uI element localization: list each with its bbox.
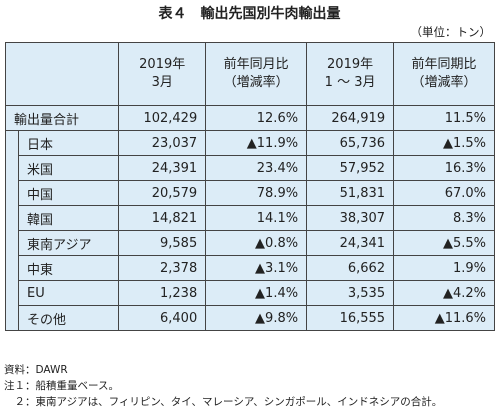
header-line: 1 ～ 3月 [324, 75, 376, 90]
cell: 12.6% [205, 105, 308, 131]
indent-cell [5, 130, 19, 331]
cell: 16,555 [306, 305, 395, 331]
header-line: 2019年 [139, 57, 186, 72]
header-line: （増減率） [411, 75, 477, 90]
cell: 51,831 [306, 180, 395, 206]
cell: 67.0% [393, 180, 495, 206]
cell: 16.3% [393, 155, 495, 181]
column-header: 2019年 3月 [118, 42, 207, 106]
cell: 3,535 [306, 280, 395, 306]
header-line: 2019年 [327, 57, 374, 72]
table: 2019年 3月 前年同月比 （増減率） 2019年 1 ～ 3月 前年同期比 （増減率） 輸出… [4, 42, 495, 331]
cell: 264,919 [306, 105, 395, 131]
cell: 65,736 [306, 130, 395, 156]
cell: 1,238 [118, 280, 207, 306]
title: 表４ 輸出先国別牛肉輸出量 [158, 6, 341, 22]
data-row: EU 1,238 ▲1.4% 3,535 ▲4.2% [6, 280, 495, 306]
note: 注１：船積重量ベース。 [4, 380, 119, 392]
note: ２：東南アジアは、フィリピン、タイ、マレーシア、シンガポール、インドネシアの合計… [4, 396, 443, 408]
header-line: （増減率） [223, 75, 289, 90]
column-header: 2019年 1 ～ 3月 [306, 42, 395, 106]
cell: 24,341 [306, 230, 395, 256]
row-label: 中東 [17, 255, 120, 281]
header-line: 3月 [151, 75, 173, 90]
cell: 14.1% [205, 205, 308, 231]
unit: （単位：トン） [410, 25, 492, 39]
cell: 38,307 [306, 205, 395, 231]
cell: 14,821 [118, 205, 207, 231]
column-header: 前年同期比 （増減率） [393, 42, 495, 106]
cell: 11.5% [393, 105, 495, 131]
cell: 6,662 [306, 255, 395, 281]
cell: 9,585 [118, 230, 207, 256]
data-row: その他 6,400 ▲9.8% 16,555 ▲11.6% [6, 305, 495, 331]
cell: ▲4.2% [393, 280, 495, 306]
data-row: 日本 23,037 ▲11.9% 65,736 ▲1.5% [5, 130, 495, 331]
cell: 102,429 [118, 105, 207, 131]
table-body: 2019年 3月 前年同月比 （増減率） 2019年 1 ～ 3月 前年同期比 （増減率） 輸出… [4, 42, 495, 331]
row-label: 米国 [17, 155, 120, 181]
cell: ▲1.5% [393, 130, 495, 156]
data-row: 米国 24,391 23.4% 57,952 16.3% [6, 155, 495, 181]
data-row: 中国 20,579 78.9% 51,831 67.0% [6, 180, 495, 206]
row-label: 日本 [17, 130, 120, 156]
data-row: 中東 2,378 ▲3.1% 6,662 1.9% [6, 255, 495, 281]
cell: ▲11.9% [205, 130, 308, 156]
header-line: 前年同月比 [223, 57, 289, 72]
cell: ▲3.1% [205, 255, 308, 281]
data-row: 韓国 14,821 14.1% 38,307 8.3% [6, 205, 495, 231]
cell: 23,037 [118, 130, 207, 156]
row-label: 中国 [17, 180, 120, 206]
row-label: EU [17, 280, 120, 306]
cell: 78.9% [205, 180, 308, 206]
notes: 資料：DAWR 注１：船積重量ベース。 ２：東南アジアは、フィリピン、タイ、マレー… [4, 362, 442, 410]
cell: ▲5.5% [393, 230, 495, 256]
row-label: その他 [17, 305, 120, 331]
cell: 23.4% [205, 155, 308, 181]
corner-cell [4, 42, 120, 106]
cell: 2,378 [118, 255, 207, 281]
row-label: 東南アジア [17, 230, 120, 256]
cell: ▲0.8% [205, 230, 308, 256]
cell: ▲11.6% [393, 305, 495, 331]
cell: 6,400 [118, 305, 207, 331]
data-row: 東南アジア 9,585 ▲0.8% 24,341 ▲5.5% [6, 230, 495, 256]
row-label: 韓国 [17, 205, 120, 231]
cell: 1.9% [393, 255, 495, 281]
data-row: 輸出量合計 102,429 12.6% 264,919 11.5% [4, 105, 495, 131]
cell: ▲9.8% [205, 305, 308, 331]
cell: 20,579 [118, 180, 207, 206]
column-header: 前年同月比 （増減率） [205, 42, 308, 106]
note: 資料：DAWR [4, 364, 68, 376]
cell: ▲1.4% [205, 280, 308, 306]
cell: 8.3% [393, 205, 495, 231]
header-row: 2019年 3月 前年同月比 （増減率） 2019年 1 ～ 3月 前年同期比 （増減率） [4, 42, 495, 106]
cell: 57,952 [306, 155, 395, 181]
row-label: 輸出量合計 [4, 105, 120, 131]
cell: 24,391 [118, 155, 207, 181]
header-line: 前年同期比 [411, 57, 477, 72]
